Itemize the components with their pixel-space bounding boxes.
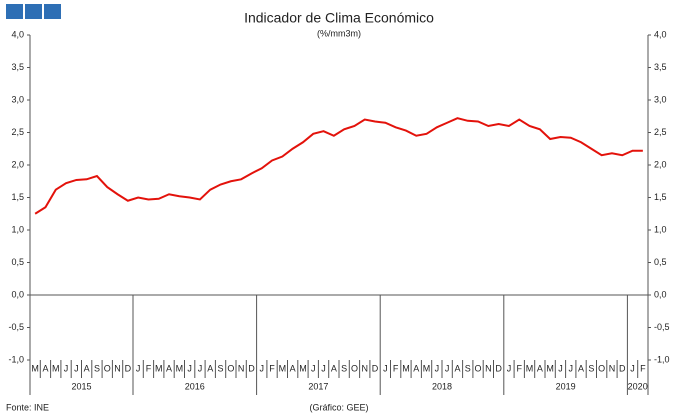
x-tick-label: N <box>238 363 245 373</box>
x-tick-label: J <box>260 363 265 373</box>
logo-square <box>6 4 23 19</box>
x-tick-label: M <box>176 363 184 373</box>
y2-tick-label: 3,0 <box>654 94 667 104</box>
x-tick-label: J <box>187 363 192 373</box>
x-tick-label: D <box>248 363 255 373</box>
y2-tick-label: 0,0 <box>654 289 667 299</box>
x-tick-label: M <box>279 363 287 373</box>
chart-subtitle: (%/mm3m) <box>317 28 361 38</box>
year-label: 2015 <box>71 381 91 391</box>
y2-tick-label: 3,5 <box>654 62 667 72</box>
y2-tick-label: 4,0 <box>654 29 667 39</box>
x-tick-label: J <box>435 363 440 373</box>
x-tick-label: J <box>74 363 79 373</box>
x-tick-label: A <box>84 363 90 373</box>
x-tick-label: D <box>125 363 132 373</box>
credit: (Gráfico: GEE) <box>309 402 368 412</box>
x-tick-label: O <box>598 363 605 373</box>
y-tick-label: 2,5 <box>11 127 24 137</box>
y2-tick-label: 0,5 <box>654 257 667 267</box>
y2-tick-label: -0,5 <box>654 322 670 332</box>
x-tick-label: D <box>372 363 379 373</box>
x-tick-label: J <box>311 363 316 373</box>
x-tick-label: N <box>485 363 492 373</box>
x-tick-label: A <box>537 363 543 373</box>
x-tick-label: A <box>413 363 419 373</box>
y-tick-label: 1,5 <box>11 192 24 202</box>
x-tick-label: M <box>402 363 410 373</box>
year-label: 2018 <box>432 381 452 391</box>
y-tick-label: -0,5 <box>8 322 24 332</box>
x-tick-label: A <box>166 363 172 373</box>
x-tick-label: M <box>423 363 431 373</box>
x-tick-label: O <box>104 363 111 373</box>
year-label: 2019 <box>556 381 576 391</box>
x-tick-label: M <box>155 363 163 373</box>
x-tick-label: M <box>546 363 554 373</box>
y-tick-label: 0,0 <box>11 289 24 299</box>
y-tick-label: 3,0 <box>11 94 24 104</box>
x-tick-label: F <box>146 363 152 373</box>
x-tick-label: S <box>94 363 100 373</box>
x-tick-label: J <box>321 363 326 373</box>
x-tick-label: M <box>31 363 39 373</box>
y2-tick-label: 1,5 <box>654 192 667 202</box>
x-tick-label: F <box>393 363 399 373</box>
y2-tick-label: 2,5 <box>654 127 667 137</box>
x-tick-label: O <box>475 363 482 373</box>
x-tick-label: O <box>227 363 234 373</box>
x-tick-label: N <box>362 363 369 373</box>
x-tick-label: D <box>495 363 502 373</box>
x-tick-label: A <box>454 363 460 373</box>
x-tick-label: S <box>218 363 224 373</box>
x-tick-label: J <box>507 363 512 373</box>
x-tick-label: S <box>588 363 594 373</box>
x-tick-label: J <box>383 363 388 373</box>
x-tick-label: A <box>42 363 48 373</box>
y-tick-label: 2,0 <box>11 159 24 169</box>
x-tick-label: J <box>445 363 450 373</box>
y-tick-label: 1,0 <box>11 224 24 234</box>
x-tick-label: F <box>640 363 646 373</box>
x-tick-label: M <box>526 363 534 373</box>
x-tick-label: J <box>136 363 141 373</box>
y2-tick-label: -1,0 <box>654 354 670 364</box>
x-tick-label: A <box>207 363 213 373</box>
x-tick-label: D <box>619 363 626 373</box>
y-tick-label: 3,5 <box>11 62 24 72</box>
x-tick-label: A <box>290 363 296 373</box>
x-tick-label: O <box>351 363 358 373</box>
chart-title: Indicador de Clima Económico <box>244 10 434 26</box>
y-tick-label: -1,0 <box>8 354 24 364</box>
x-tick-label: A <box>331 363 337 373</box>
x-tick-label: S <box>465 363 471 373</box>
x-tick-label: J <box>558 363 563 373</box>
y-tick-label: 0,5 <box>11 257 24 267</box>
x-tick-label: S <box>341 363 347 373</box>
x-tick-label: N <box>114 363 121 373</box>
y2-tick-label: 2,0 <box>654 159 667 169</box>
year-label: 2020 <box>628 381 648 391</box>
logo-square <box>44 4 61 19</box>
x-tick-label: M <box>52 363 60 373</box>
x-tick-label: F <box>269 363 275 373</box>
x-tick-label: J <box>64 363 69 373</box>
x-tick-label: F <box>517 363 523 373</box>
x-tick-label: J <box>569 363 574 373</box>
year-label: 2016 <box>185 381 205 391</box>
y-tick-label: 4,0 <box>11 29 24 39</box>
logo-square <box>25 4 42 19</box>
x-tick-label: M <box>299 363 307 373</box>
line-series <box>34 117 643 215</box>
y2-tick-label: 1,0 <box>654 224 667 234</box>
x-tick-label: J <box>198 363 203 373</box>
x-tick-label: J <box>630 363 635 373</box>
source: Fonte: INE <box>6 402 49 412</box>
x-tick-label: N <box>609 363 616 373</box>
x-tick-label: A <box>578 363 584 373</box>
year-label: 2017 <box>308 381 328 391</box>
